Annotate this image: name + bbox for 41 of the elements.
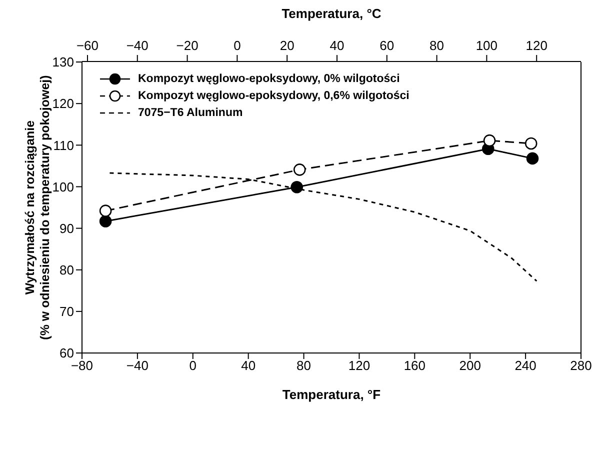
y-tick-label: 80	[60, 262, 74, 278]
x-tick-label: 200	[459, 358, 481, 374]
point	[526, 152, 539, 165]
x-tick-label: −40	[126, 358, 148, 374]
y-tick-label: 130	[52, 54, 74, 70]
y-tick-label: 70	[60, 304, 74, 320]
y-tick-label: 110	[53, 138, 74, 153]
x-axis-title: Temperatura, °F	[282, 387, 381, 402]
y-tick-label: 120	[52, 96, 74, 112]
x2-tick-label: −20	[176, 38, 198, 53]
x-tick-label: 240	[514, 358, 536, 374]
point	[483, 134, 496, 147]
legend-label: Kompozyt węglowo-epoksydowy, 0,6% wilgotości	[138, 90, 410, 102]
x-tick-label: −80	[70, 358, 94, 374]
y-tick-label: 60	[60, 346, 74, 361]
point	[293, 164, 306, 176]
x-tick-label: 0	[189, 358, 197, 374]
legend-label: Kompozyt węglowo-epoksydowy, 0% wilgotości	[138, 72, 400, 84]
point	[524, 137, 538, 150]
x2-tick-label: −60	[76, 38, 99, 53]
x-tick-label: 40	[241, 358, 256, 374]
point	[99, 204, 112, 217]
y-tick-label: 90	[60, 220, 74, 236]
point	[99, 215, 112, 228]
x2-tick-label: 40	[330, 38, 344, 53]
x-tick-label: 80	[296, 358, 312, 374]
x2-tick-label: 100	[476, 38, 498, 53]
x2-tick-label: 60	[380, 38, 394, 53]
point	[290, 180, 303, 194]
x2-tick-label: 0	[234, 38, 241, 53]
x2-axis-title: Temperatura, °C	[282, 6, 382, 21]
x2-tick-label: 80	[430, 38, 444, 53]
x-tick-label: 280	[570, 358, 592, 374]
y-tick-label: 100	[52, 179, 74, 194]
y-axis-title: Wytrzymałość na rozciąganie (% w odniesieniu do temperatury pokojowej)	[23, 75, 52, 340]
x-tick-label: 120	[348, 358, 370, 374]
x-tick-label: 160	[404, 358, 426, 374]
x2-tick-label: −40	[126, 38, 148, 53]
x2-tick-label: 20	[280, 38, 294, 53]
legend-label: 7075−T6 Aluminum	[138, 106, 243, 118]
x2-tick-label: 120	[526, 38, 548, 53]
